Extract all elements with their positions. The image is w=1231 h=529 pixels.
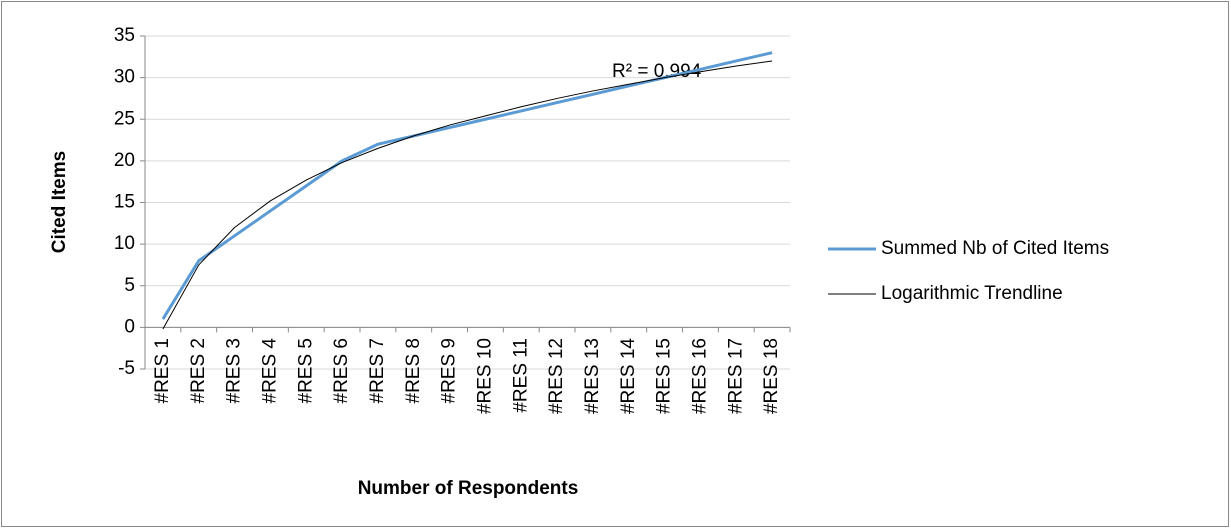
y-tick-label: 10	[114, 233, 135, 254]
x-axis-title: Number of Respondents	[358, 478, 579, 499]
y-tick-label: 5	[124, 275, 135, 296]
y-tick-label: 20	[114, 150, 135, 171]
series-line	[162, 60, 773, 330]
y-tick-label: 30	[114, 67, 135, 88]
x-tick-label: #RES 9	[439, 338, 460, 403]
y-axis-title: Cited Items	[49, 151, 70, 253]
x-tick-label: #RES 14	[618, 338, 639, 414]
x-tick-label: #RES 16	[689, 338, 710, 414]
legend-label: Summed Nb of Cited Items	[881, 238, 1109, 259]
x-tick-label: #RES 4	[259, 338, 280, 404]
annotation: R² = 0.994	[612, 61, 702, 82]
y-tick-label: -5	[118, 358, 135, 379]
x-tick-label: #RES 2	[188, 338, 209, 403]
x-tick-label: #RES 10	[474, 338, 495, 414]
x-tick-label: #RES 15	[654, 338, 675, 414]
y-tick-label: 25	[114, 108, 135, 129]
x-tick-label: #RES 1	[152, 338, 173, 403]
x-tick-label: #RES 17	[725, 338, 746, 414]
x-tick-label: #RES 8	[403, 338, 424, 403]
x-tick-label: #RES 13	[582, 338, 603, 414]
legend-label: Logarithmic Trendline	[881, 283, 1063, 304]
x-tick-label: #RES 7	[367, 338, 388, 403]
x-tick-label: #RES 5	[295, 338, 316, 403]
x-tick-label: #RES 12	[546, 338, 567, 414]
x-tick-label: #RES 6	[331, 338, 352, 403]
y-tick-label: 15	[114, 192, 135, 213]
x-tick-label: #RES 11	[510, 338, 531, 413]
y-tick-label: 0	[124, 316, 135, 337]
y-tick-label: 35	[114, 25, 135, 46]
x-tick-label: #RES 18	[761, 338, 782, 414]
x-tick-label: #RES 3	[224, 338, 245, 403]
